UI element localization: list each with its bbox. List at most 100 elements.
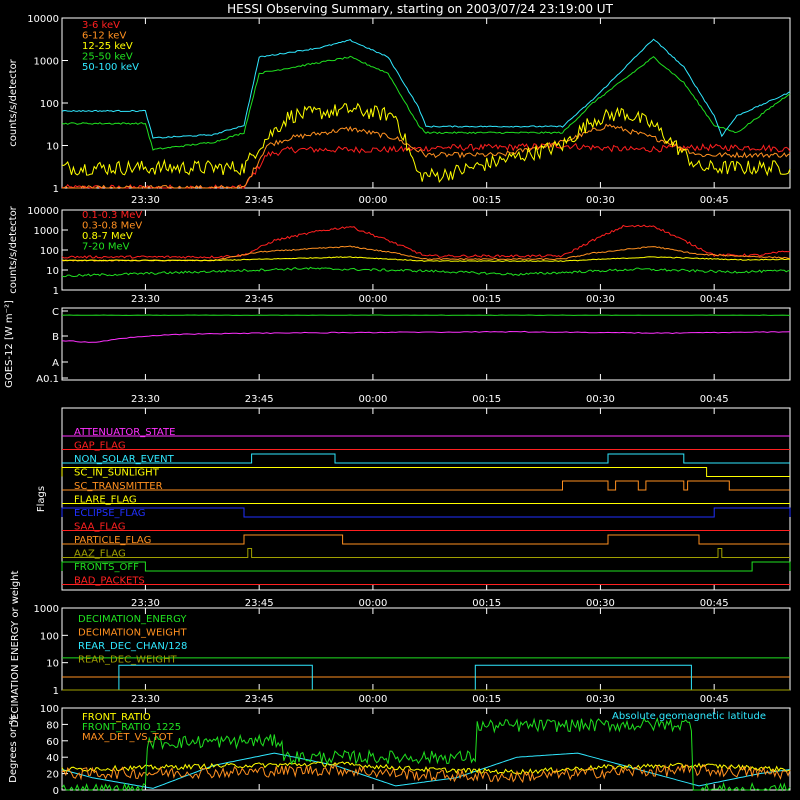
hxr-legend-3: 25-50 keV xyxy=(82,52,133,63)
decim-ytick-label-2: 100 xyxy=(40,631,59,642)
hxr-legend-1: 6-12 keV xyxy=(82,31,126,42)
flags-label-11: BAD_PACKETS xyxy=(74,576,145,587)
flags-label-2: NON_SOLAR_EVENT xyxy=(74,454,175,465)
gamma-time-label-1: 23:45 xyxy=(245,294,274,305)
hxr-time-label-2: 00:00 xyxy=(359,195,388,206)
goes-time-label-3: 00:15 xyxy=(472,394,501,405)
ratios-legend-0: FRONT_RATIO xyxy=(82,712,151,723)
hxr-ytick-label-4: 10000 xyxy=(27,14,59,25)
gamma-legend-3: 7-20 MeV xyxy=(82,242,130,253)
flags-frame xyxy=(61,407,791,591)
decim-ylabel: DECIMATION ENERGY or weight xyxy=(10,570,21,727)
flags-label-1: GAP_FLAG xyxy=(74,441,126,452)
ratios-series-3 xyxy=(61,752,791,789)
ratios-legend-2: MAX_DET_VS_TOT xyxy=(82,732,174,743)
hxr-legend-0: 3-6 keV xyxy=(82,20,120,31)
flags-line-3 xyxy=(61,467,790,477)
flags-label-5: FLARE_FLAG xyxy=(74,495,137,506)
goes-panel: A0.1 A B C GOES-12 [W m⁻²] 23:30 23:45 00:00 00:… xyxy=(4,300,791,405)
gamma-ytick-label-3: 1000 xyxy=(34,226,59,237)
ratios-panel: 0 20 40 60 80 100 Degrees or % FRONT_RATIOFRONT… xyxy=(8,704,791,797)
flags-time-label-5: 00:45 xyxy=(700,598,729,609)
flags-label-4: SC_TRANSMITTER xyxy=(74,481,163,492)
goes-frame xyxy=(61,307,791,381)
decim-ytick-label-3: 1000 xyxy=(34,604,59,615)
gamma-time-label-5: 00:45 xyxy=(700,294,729,305)
ratios-annotation: Absolute geomagnetic latitude xyxy=(612,711,766,722)
goes-time-label-1: 23:45 xyxy=(245,394,274,405)
flags-line-10 xyxy=(61,561,791,572)
hxr-time-label-5: 00:45 xyxy=(700,195,729,206)
goes-time-label-0: 23:30 xyxy=(131,394,160,405)
hxr-time-label-0: 23:30 xyxy=(131,195,160,206)
flags-label-10: FRONTS_OFF xyxy=(74,562,139,573)
hxr-ylabel: counts/s/detector xyxy=(8,58,19,146)
flags-label-9: AAZ_FLAG xyxy=(74,549,126,560)
flags-label-3: SC_IN_SUNLIGHT xyxy=(74,468,160,479)
hxr-series-4 xyxy=(61,38,791,139)
figure-title: HESSI Observing Summary, starting on 200… xyxy=(227,2,613,16)
decim-ytick-label-1: 10 xyxy=(46,659,59,670)
gamma-time-label-4: 00:30 xyxy=(586,294,615,305)
gamma-ytick-label-2: 100 xyxy=(40,246,59,257)
hxr-ytick-label-1: 10 xyxy=(46,142,59,153)
hxr-legend-4: 50-100 keV xyxy=(82,62,139,73)
goes-ytick-label-1: A xyxy=(52,358,59,369)
ratios-series-1 xyxy=(61,717,791,792)
flags-ylabel: Flags xyxy=(36,486,47,512)
flags-time-label-0: 23:30 xyxy=(131,598,160,609)
gamma-time-label-2: 00:00 xyxy=(359,294,388,305)
hxr-time-label-4: 00:30 xyxy=(586,195,615,206)
flags-line-2 xyxy=(62,453,790,464)
gamma-ytick-label-1: 10 xyxy=(46,266,59,277)
flags-line-4 xyxy=(62,480,790,491)
flags-label-6: ECLIPSE_FLAG xyxy=(74,508,145,519)
ratios-ytick-label-5: 100 xyxy=(40,704,59,715)
ratios-ytick-label-4: 80 xyxy=(46,720,59,731)
decim-time-label-5: 00:45 xyxy=(700,694,729,705)
hxr-series-2 xyxy=(61,102,791,184)
hxr-series-3 xyxy=(61,55,791,151)
gamma-panel: 1 10 100 1000 10000 counts/s/detector 0.1-0.3 … xyxy=(8,205,791,305)
flags-time-label-2: 00:00 xyxy=(359,598,388,609)
gamma-ylabel: counts/s/detector xyxy=(8,205,19,293)
ratios-ytick-label-0: 0 xyxy=(53,786,59,797)
decim-legend-1: DECIMATION_WEIGHT xyxy=(78,628,187,639)
flags-line-8 xyxy=(62,534,790,545)
hxr-ytick-label-3: 1000 xyxy=(34,57,59,68)
goes-ytick-label-2: B xyxy=(52,332,59,343)
decim-time-label-2: 00:00 xyxy=(359,694,388,705)
decim-time-label-0: 23:30 xyxy=(131,694,160,705)
goes-time-label-5: 00:45 xyxy=(700,394,729,405)
gamma-ytick-label-0: 1 xyxy=(53,286,59,297)
flags-label-0: ATTENUATOR_STATE xyxy=(74,427,175,438)
gamma-time-label-3: 00:15 xyxy=(472,294,501,305)
hxr-panel: 1 10 100 1000 10000 counts/s/detector 3-6 keV6… xyxy=(8,14,791,206)
decim-time-label-4: 00:30 xyxy=(586,694,615,705)
ratios-frame xyxy=(61,707,791,791)
ratios-ytick-label-1: 20 xyxy=(46,770,59,781)
flags-time-label-3: 00:15 xyxy=(472,598,501,609)
hxr-series-1 xyxy=(62,123,791,189)
ratios-legend-1: FRONT_RATIO_1225 xyxy=(82,722,181,733)
hxr-legend-2: 12-25 keV xyxy=(82,41,133,52)
gamma-legend-2: 0.8-7 MeV xyxy=(82,231,133,242)
hxr-time-label-1: 23:45 xyxy=(245,195,274,206)
goes-ytick-label-3: C xyxy=(52,307,59,318)
hxr-ytick-label-2: 100 xyxy=(40,99,59,110)
flags-line-9 xyxy=(62,548,790,558)
goes-time-label-4: 00:30 xyxy=(586,394,615,405)
decim-ytick-label-0: 1 xyxy=(53,686,59,697)
decim-legend-0: DECIMATION_ENERGY xyxy=(78,614,187,625)
gamma-ytick-label-4: 10000 xyxy=(27,206,59,217)
decimation-panel: 1 10 100 1000 DECIMATION ENERGY or weight DEC… xyxy=(10,570,791,727)
gamma-series-3 xyxy=(61,266,790,278)
ratios-ytick-label-2: 40 xyxy=(46,753,59,764)
hxr-time-label-3: 00:15 xyxy=(472,195,501,206)
gamma-time-label-0: 23:30 xyxy=(131,294,160,305)
decim-time-label-1: 23:45 xyxy=(245,694,274,705)
decim-time-label-3: 00:15 xyxy=(472,694,501,705)
hxr-ytick-label-0: 1 xyxy=(53,184,59,195)
